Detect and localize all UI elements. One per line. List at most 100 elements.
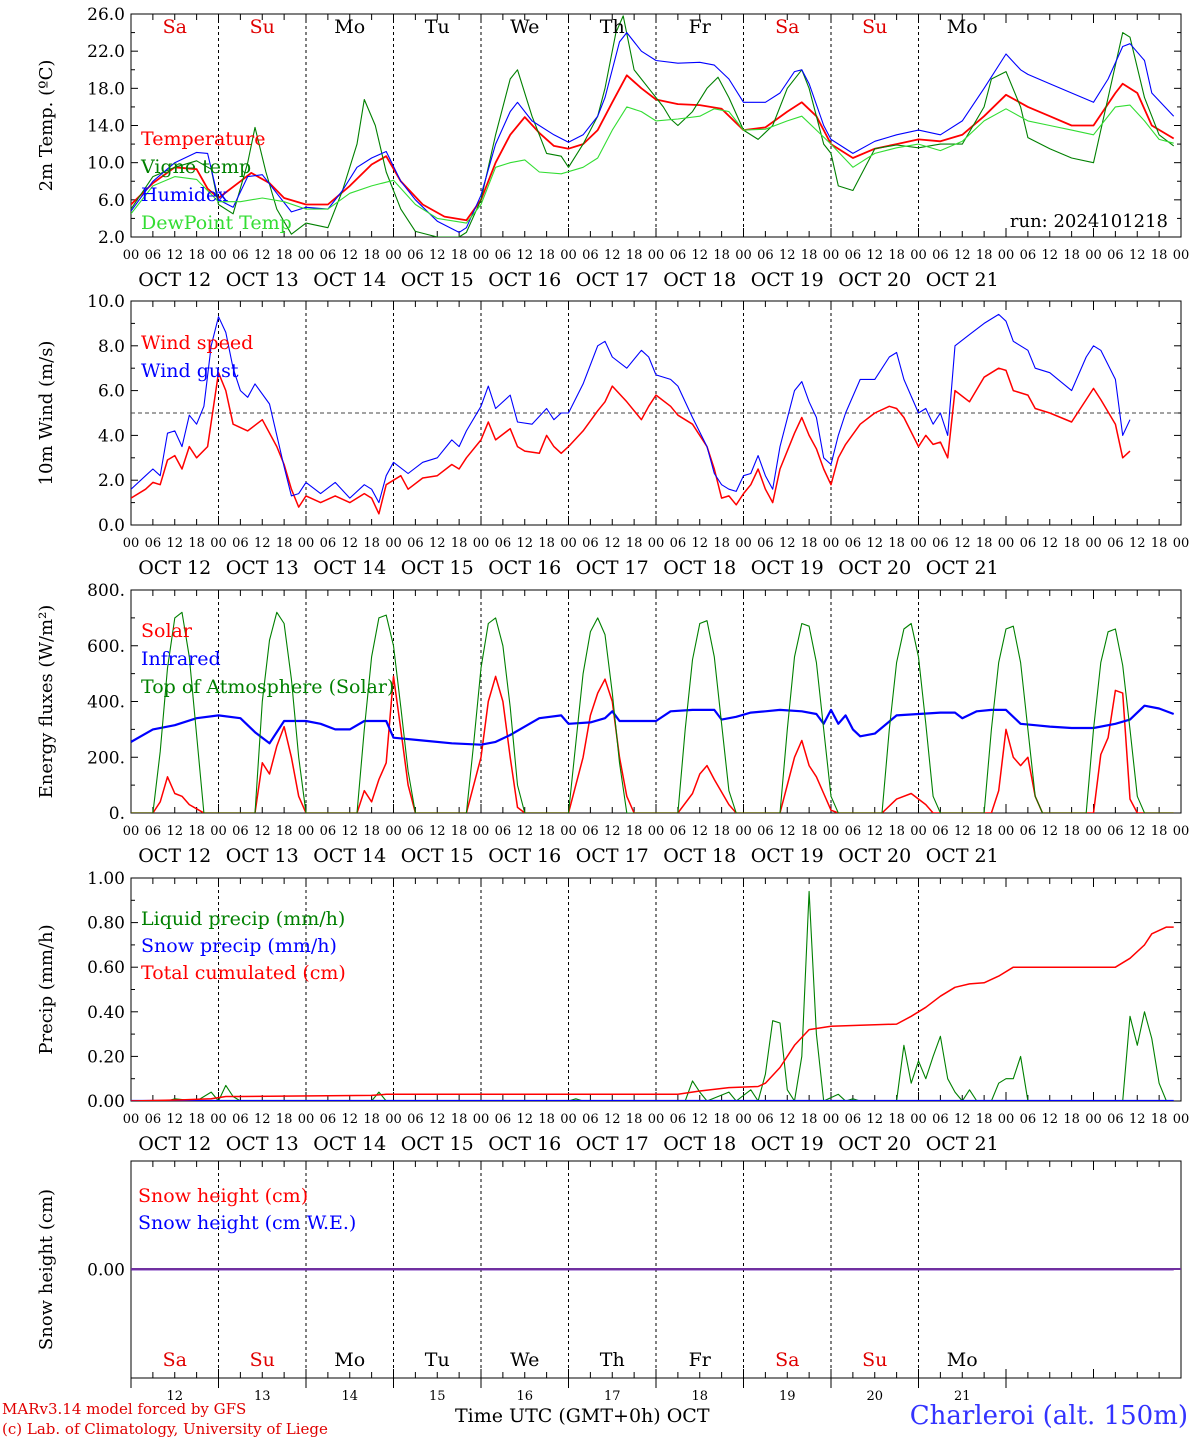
hour-tick-label: 06 — [1107, 824, 1124, 839]
legend-entry: Snow precip (mm/h) — [141, 935, 337, 957]
hour-tick-label: 00 — [1085, 536, 1102, 551]
date-label: OCT 15 — [401, 1133, 474, 1155]
y-tick-label: 0.80 — [87, 914, 125, 934]
station-name: Charleroi (alt. 150m) — [909, 1401, 1188, 1431]
hour-tick-label: 00 — [123, 248, 140, 263]
hour-tick-label: 18 — [451, 824, 468, 839]
y-tick-label: 600. — [87, 637, 125, 657]
y-tick-label: 8.0 — [98, 337, 125, 357]
hour-tick-label: 18 — [276, 1112, 293, 1127]
hour-tick-label: 18 — [1063, 824, 1080, 839]
weekday-label: Mo — [947, 1349, 978, 1371]
hour-tick-label: 18 — [626, 824, 643, 839]
date-label: OCT 16 — [488, 557, 561, 579]
weekday-label: Mo — [334, 1349, 365, 1371]
hour-tick-label: 18 — [451, 248, 468, 263]
date-label: OCT 21 — [926, 845, 999, 867]
hour-tick-label: 18 — [888, 536, 905, 551]
date-label: OCT 20 — [838, 557, 911, 579]
hour-tick-label: 06 — [1020, 248, 1037, 263]
lab-credit: (c) Lab. of Climatology, University of L… — [2, 1420, 328, 1438]
legend-entry: DewPoint Temp — [141, 212, 292, 234]
hour-tick-label: 00 — [385, 1112, 402, 1127]
hour-tick-label: 00 — [210, 536, 227, 551]
date-label: OCT 20 — [838, 1133, 911, 1155]
hour-tick-label: 06 — [320, 536, 337, 551]
weekday-label: Fr — [689, 16, 712, 38]
hour-tick-label: 06 — [845, 248, 862, 263]
legend-entry: Top of Atmosphere (Solar) — [141, 676, 394, 698]
hour-tick-label: 06 — [670, 824, 687, 839]
hour-tick-label: 06 — [232, 1112, 249, 1127]
hour-tick-label: 06 — [407, 824, 424, 839]
hour-tick-label: 06 — [932, 536, 949, 551]
hour-tick-label: 12 — [691, 824, 708, 839]
series-line-dewpoint-temp — [131, 104, 1174, 224]
hour-tick-label: 00 — [1173, 536, 1190, 551]
hour-tick-label: 18 — [276, 536, 293, 551]
hour-tick-label: 00 — [473, 536, 490, 551]
weekday-label: Su — [250, 1349, 275, 1371]
day-number-label: 15 — [429, 1389, 446, 1404]
y-tick-label: 0.00 — [87, 1092, 125, 1112]
series-line-wind-speed — [131, 367, 1131, 515]
hour-tick-label: 00 — [123, 536, 140, 551]
hour-tick-label: 12 — [604, 824, 621, 839]
hour-tick-label: 12 — [1129, 248, 1146, 263]
date-label: OCT 18 — [663, 557, 736, 579]
hour-tick-label: 00 — [385, 536, 402, 551]
hour-tick-label: 18 — [538, 536, 555, 551]
hour-tick-label: 06 — [757, 1112, 774, 1127]
hour-tick-label: 12 — [954, 536, 971, 551]
legend-entry: Liquid precip (mm/h) — [141, 908, 345, 930]
hour-tick-label: 00 — [1085, 824, 1102, 839]
hour-tick-label: 18 — [188, 248, 205, 263]
hour-tick-label: 12 — [779, 536, 796, 551]
hour-tick-label: 12 — [166, 824, 183, 839]
date-label: OCT 12 — [138, 269, 211, 291]
hour-tick-label: 06 — [320, 824, 337, 839]
hour-tick-label: 00 — [823, 248, 840, 263]
hour-tick-label: 06 — [670, 248, 687, 263]
weekday-label: We — [510, 16, 539, 38]
hour-tick-label: 06 — [1020, 1112, 1037, 1127]
hour-tick-label: 06 — [145, 536, 162, 551]
hour-tick-label: 00 — [910, 536, 927, 551]
series-line-liquid-precip-mm-h- — [131, 890, 1167, 1101]
date-label: OCT 21 — [926, 269, 999, 291]
weekday-label: Tu — [425, 16, 450, 38]
hour-tick-label: 12 — [691, 248, 708, 263]
hour-tick-label: 06 — [320, 1112, 337, 1127]
hour-tick-label: 18 — [451, 1112, 468, 1127]
hour-tick-label: 06 — [582, 824, 599, 839]
series-line-vigne-temp — [131, 15, 1175, 237]
hour-tick-label: 18 — [1063, 248, 1080, 263]
hour-tick-label: 06 — [845, 824, 862, 839]
hour-tick-label: 06 — [757, 824, 774, 839]
hour-tick-label: 00 — [123, 824, 140, 839]
hour-tick-label: 12 — [779, 824, 796, 839]
date-label: OCT 15 — [401, 845, 474, 867]
hour-tick-label: 18 — [363, 1112, 380, 1127]
date-label: OCT 18 — [663, 845, 736, 867]
y-tick-label: 10.0 — [87, 154, 125, 174]
y-tick-label: 1.00 — [87, 869, 125, 889]
date-label: OCT 18 — [663, 1133, 736, 1155]
hour-tick-label: 18 — [976, 248, 993, 263]
panel-frame — [130, 589, 1182, 814]
y-tick-label: 4.0 — [98, 426, 125, 446]
weekday-label: Sa — [775, 16, 799, 38]
hour-tick-label: 18 — [976, 824, 993, 839]
hour-tick-label: 00 — [735, 536, 752, 551]
hour-tick-label: 06 — [232, 824, 249, 839]
hour-tick-label: 12 — [1041, 1112, 1058, 1127]
hour-tick-label: 12 — [866, 536, 883, 551]
hour-tick-label: 18 — [1151, 824, 1168, 839]
hour-tick-label: 06 — [1107, 536, 1124, 551]
date-label: OCT 14 — [313, 269, 386, 291]
hour-tick-label: 06 — [1020, 536, 1037, 551]
hour-tick-label: 18 — [363, 536, 380, 551]
hour-tick-label: 00 — [560, 1112, 577, 1127]
y-tick-label: 2.0 — [98, 228, 125, 248]
legend-entry: Solar — [141, 620, 193, 642]
